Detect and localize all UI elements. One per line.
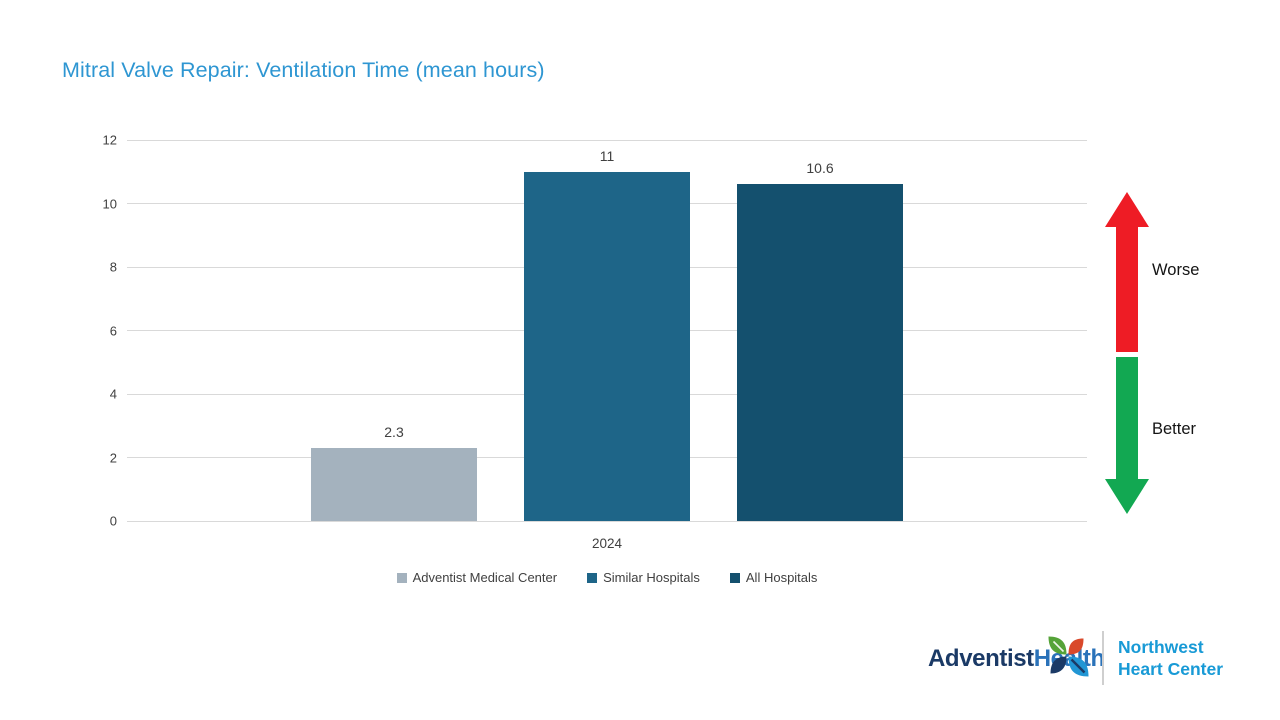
y-tick-label-10: 10 — [102, 196, 117, 211]
legend-item-all-hospitals: All Hospitals — [729, 570, 818, 585]
y-tick-label-8: 8 — [109, 259, 117, 275]
gridline-y-0 — [127, 520, 1087, 522]
plot-area: 2.3 11 10.6 — [127, 139, 1087, 522]
bar-adventist-medical-center — [311, 447, 477, 521]
y-tick-label-2: 2 — [109, 450, 117, 465]
bar-all-hospitals — [737, 184, 903, 521]
gridline-y-12 — [127, 139, 1087, 141]
logo-center-line2: Heart Center — [1118, 659, 1224, 679]
worse-up-arrow-icon — [1105, 192, 1149, 352]
worse-better-arrow-icon — [1105, 192, 1149, 514]
y-axis-tick-labels: 0 2 4 6 8 10 12 — [80, 133, 117, 529]
data-label-all-hospitals: 10.6 — [806, 160, 834, 177]
legend-label: All Hospitals — [745, 570, 818, 585]
data-label-adventist-medical-center: 2.3 — [384, 423, 404, 440]
better-down-arrow-icon — [1105, 357, 1149, 514]
legend-swatch-icon — [587, 572, 598, 583]
logo-divider — [1102, 631, 1104, 685]
y-tick-label-0: 0 — [109, 513, 117, 529]
legend-label: Similar Hospitals — [603, 570, 700, 585]
legend-item-similar-hospitals: Similar Hospitals — [587, 570, 700, 585]
legend-label: Adventist Medical Center — [412, 570, 558, 585]
legend-swatch-icon — [729, 572, 740, 583]
logo-adventist-word: Adventist — [928, 645, 1034, 672]
worse-annotation: Worse — [1152, 261, 1200, 279]
logo-center-line1: Northwest — [1118, 637, 1204, 657]
y-tick-label-4: 4 — [109, 386, 117, 402]
chart-title: Mitral Valve Repair: Ventilation Time (m… — [62, 58, 545, 82]
adventist-health-leaf-icon — [1048, 636, 1089, 677]
bar-similar-hospitals — [524, 171, 690, 521]
y-tick-label-6: 6 — [109, 323, 117, 338]
chart-legend: Adventist Medical Center Similar Hospital… — [127, 570, 1087, 585]
x-axis-category-label: 2024 — [591, 536, 623, 551]
better-annotation: Better — [1152, 420, 1197, 438]
legend-swatch-icon — [396, 572, 407, 583]
northwest-heart-center-logo-text: Northwest Heart Center — [1118, 636, 1223, 680]
legend-item-adventist-medical-center: Adventist Medical Center — [396, 570, 558, 585]
data-label-similar-hospitals: 11 — [599, 147, 615, 164]
y-tick-label-12: 12 — [102, 132, 117, 148]
